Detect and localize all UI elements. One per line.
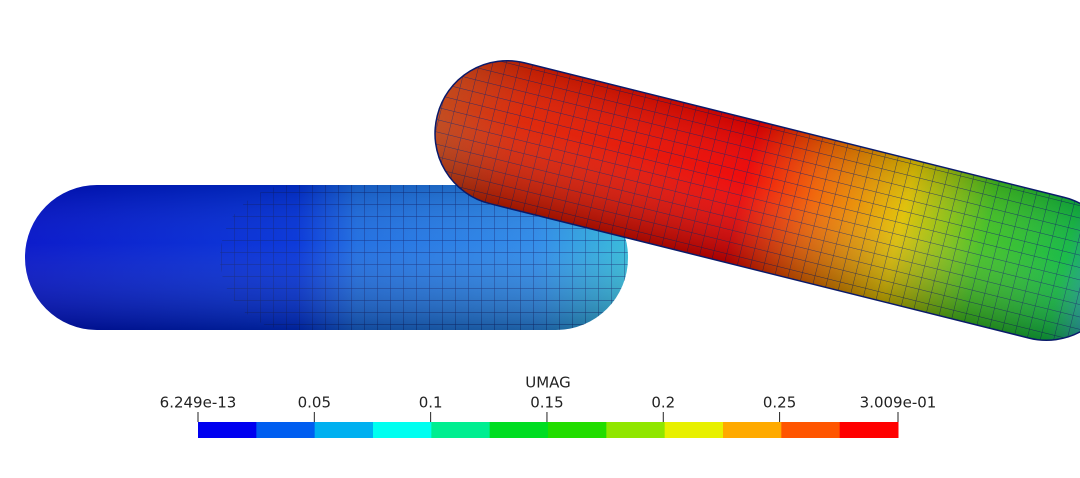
legend-title: UMAG: [525, 374, 571, 392]
tick-label: 0.15: [530, 394, 563, 412]
tick-label: 6.249e-13: [160, 394, 237, 412]
tick-label: 0.25: [763, 394, 796, 412]
right-tube: [434, 59, 1080, 341]
tick-label: 0.05: [298, 394, 331, 412]
color-band: [548, 422, 607, 438]
color-band: [781, 422, 841, 438]
color-legend: 6.249e-13 0.05 0.1 0.15 0.2 0.25 3.009e-01: [160, 394, 937, 438]
color-band: [839, 422, 899, 438]
color-band: [664, 422, 724, 438]
color-band: [489, 422, 549, 438]
tick-label: 0.1: [419, 394, 443, 412]
color-band: [198, 422, 257, 438]
color-band: [373, 422, 432, 438]
color-band: [314, 422, 374, 438]
tick-label: 0.2: [651, 394, 675, 412]
color-band: [723, 422, 782, 438]
tick-label: 3.009e-01: [860, 394, 937, 412]
color-band: [606, 422, 666, 438]
color-band: [256, 422, 316, 438]
color-band: [431, 422, 491, 438]
left-tube: [25, 185, 628, 330]
